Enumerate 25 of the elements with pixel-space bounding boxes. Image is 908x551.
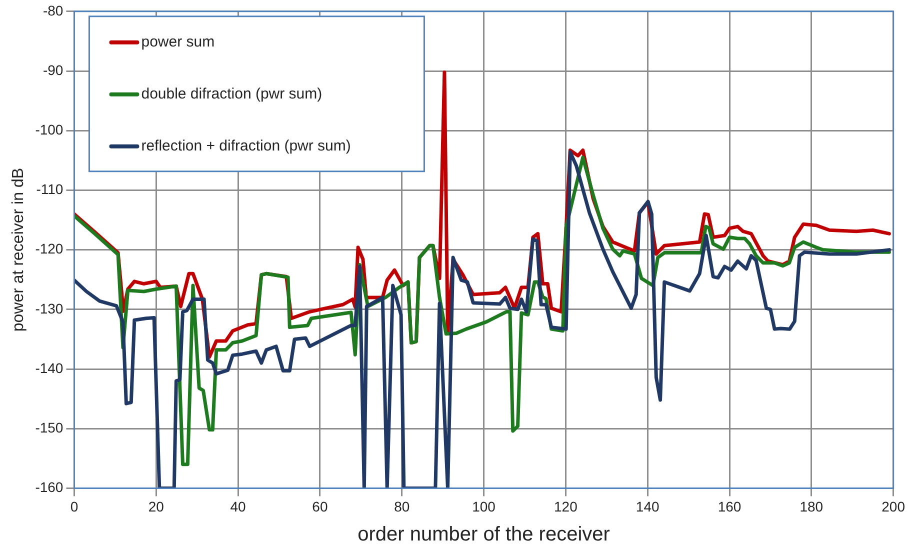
x-tick-label: 200: [882, 498, 906, 514]
x-tick-label: 60: [312, 498, 328, 514]
legend-label: double difraction (pwr sum): [141, 86, 322, 103]
x-tick-label: 40: [230, 498, 246, 514]
y-tick-label: -130: [35, 300, 64, 316]
y-tick-label: -80: [42, 2, 64, 18]
legend-label: power sum: [141, 34, 215, 51]
x-tick-label: 20: [148, 498, 164, 514]
y-tick-label: -120: [35, 240, 64, 257]
x-tick-label: 0: [70, 498, 78, 514]
y-tick-label: -150: [35, 419, 64, 436]
x-tick-label: 80: [394, 498, 410, 514]
y-tick-label: -140: [35, 360, 64, 376]
x-tick-label: 120: [554, 498, 578, 514]
y-tick-label: -100: [35, 121, 64, 138]
x-tick-label: 160: [718, 498, 742, 514]
x-tick-label: 140: [636, 498, 660, 514]
y-tick-label: -160: [35, 479, 64, 496]
x-tick-label: 100: [472, 498, 496, 514]
y-tick-label: -90: [42, 62, 64, 78]
x-axis-title: order number of the receiver: [358, 524, 610, 546]
y-axis-title: power at receiver in dB: [10, 168, 28, 332]
y-tick-label: -110: [36, 181, 64, 198]
x-tick-label: 180: [800, 498, 824, 514]
legend-label: reflection + difraction (pwr sum): [141, 138, 351, 155]
